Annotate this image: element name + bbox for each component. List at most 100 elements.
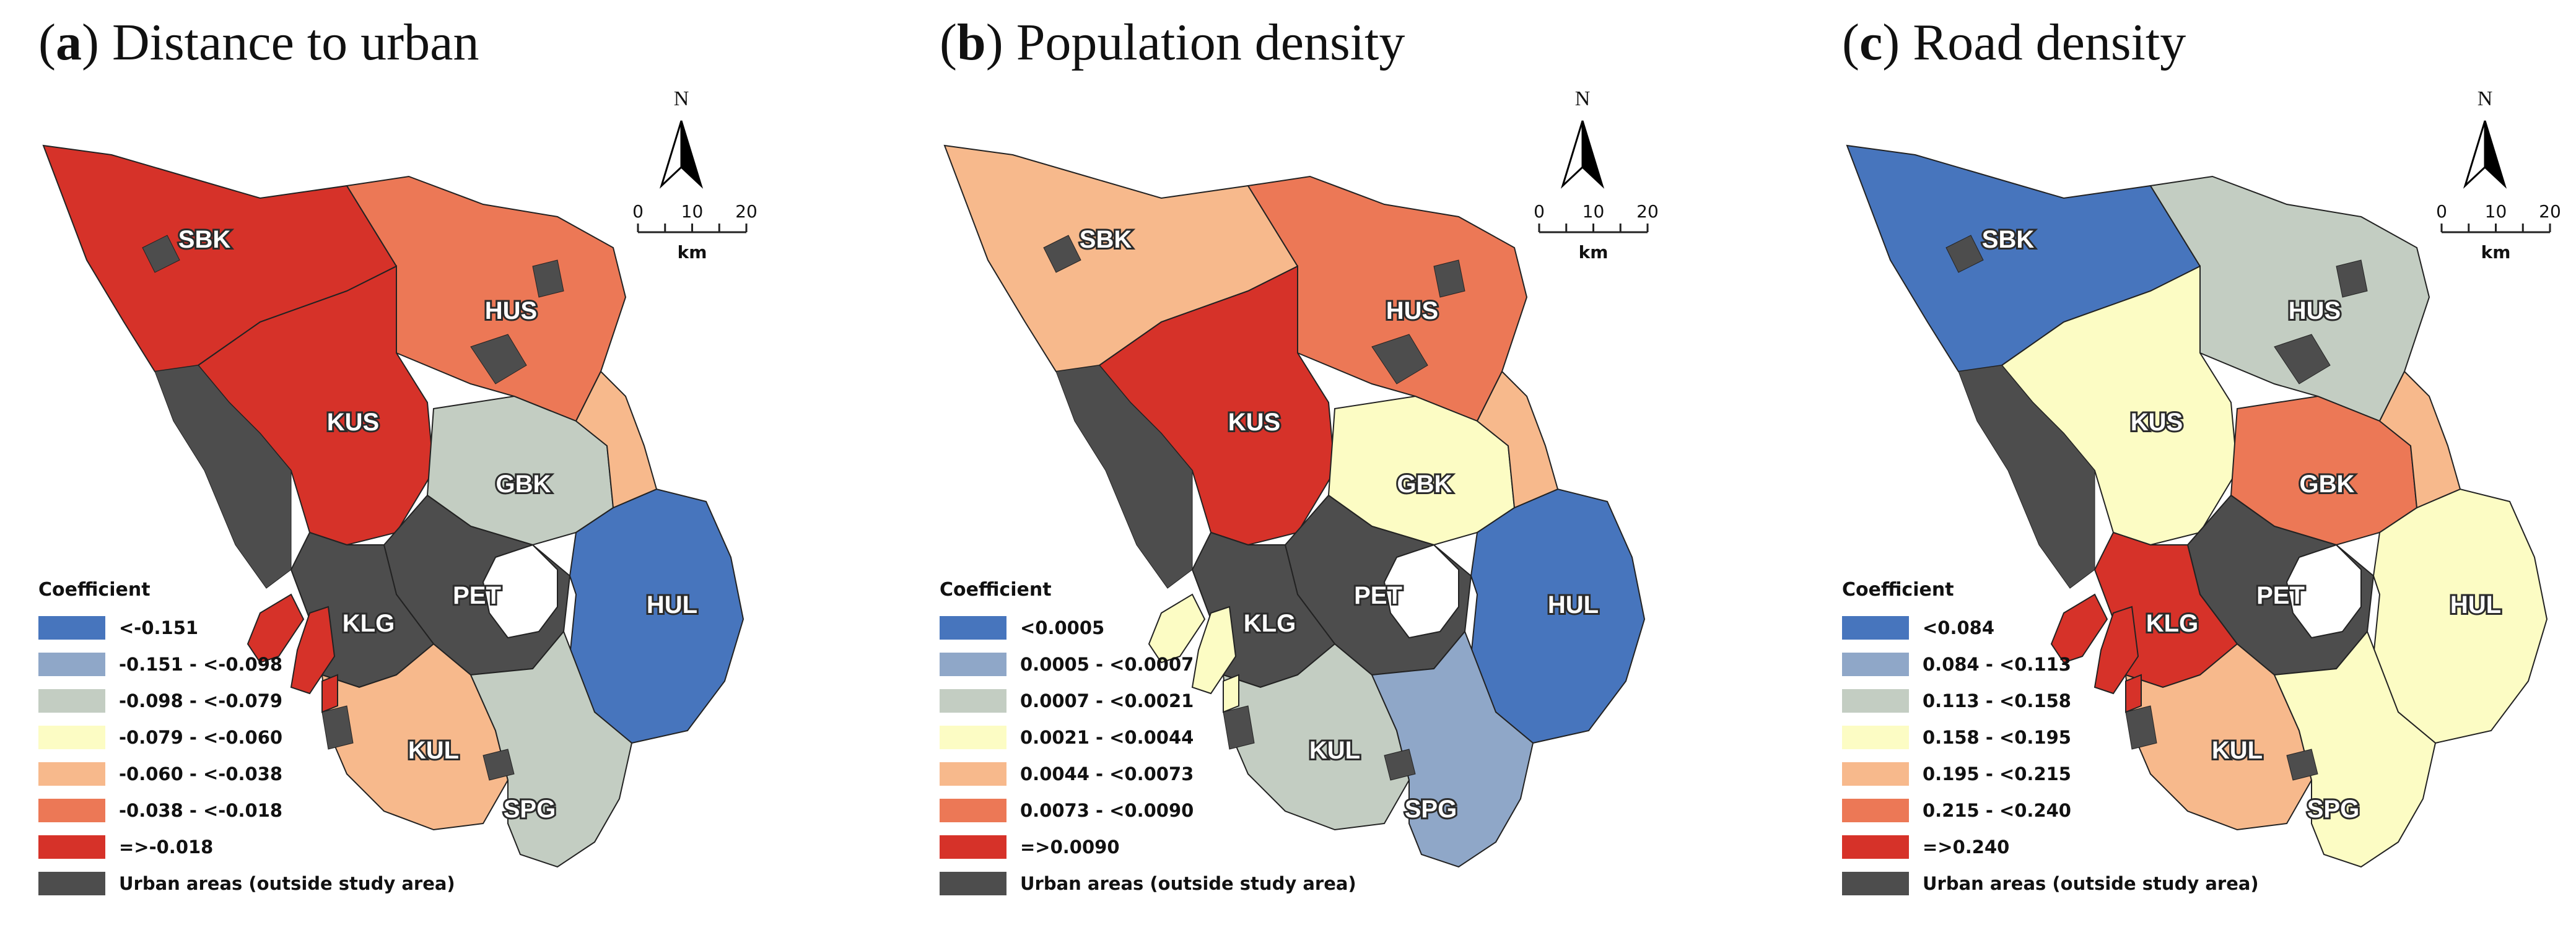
legend-swatch — [940, 798, 1006, 822]
legend-swatch — [1842, 615, 1909, 640]
district-label-klg: KLG — [343, 610, 395, 637]
legend-label: Urban areas (outside study area) — [119, 872, 455, 894]
scale-tick-label: 0 — [2436, 201, 2447, 222]
legend-swatch — [940, 835, 1006, 859]
legend-item: -0.060 - <-0.038 — [38, 755, 472, 792]
panel-title-text: Distance to urban — [111, 14, 479, 71]
urban-area — [1958, 365, 2095, 589]
urban-area — [2336, 259, 2368, 298]
panel-title: (a) Distance to urban — [38, 14, 479, 71]
legend-label: -0.038 - <-0.018 — [119, 799, 283, 821]
legend-swatch — [1842, 762, 1909, 786]
legend-swatch — [38, 871, 105, 895]
district-label-hul: HUL — [1548, 591, 1599, 619]
legend-label: -0.060 - <-0.038 — [119, 763, 283, 784]
district-label-hus: HUS — [1386, 297, 1438, 324]
legend-swatch — [1842, 689, 1909, 713]
legend-item: -0.151 - <-0.098 — [38, 646, 472, 682]
legend-label: =>0.240 — [1923, 836, 2010, 858]
panel-title-text: Population density — [1016, 14, 1405, 71]
legend-item: -0.098 - <-0.079 — [38, 682, 472, 719]
legend-label: =>-0.018 — [119, 836, 214, 858]
legend-label: 0.0021 - <0.0044 — [1020, 726, 1194, 748]
district-label-hul: HUL — [2450, 591, 2501, 619]
district-hul — [569, 488, 744, 744]
panel-title-text: Road density — [1913, 14, 2186, 71]
legend-item: <0.084 — [1842, 609, 2276, 646]
choropleth-map: SBK HUS KUS GBK PET KLG HUL KUL SPG N 0 10 20 km — [943, 87, 1659, 868]
legend-label: 0.113 - <0.158 — [1923, 690, 2071, 711]
north-arrow-icon — [2463, 120, 2507, 189]
north-arrow-icon — [1560, 120, 1605, 189]
urban-area — [2274, 334, 2331, 385]
panel-title: (b) Population density — [940, 14, 1405, 71]
legend-item: 0.195 - <0.215 — [1842, 755, 2276, 792]
panel-title: (c) Road density — [1842, 14, 2186, 71]
scale-tick-label: 10 — [681, 201, 704, 222]
panel-letter: b — [956, 14, 986, 71]
island — [321, 674, 338, 713]
legend-swatch — [38, 835, 105, 859]
island — [2050, 593, 2108, 664]
district-label-hul: HUL — [647, 591, 697, 619]
district-east — [2378, 370, 2461, 509]
district-label-sbk: SBK — [178, 226, 231, 253]
legend-item: 0.0044 - <0.0073 — [940, 755, 1373, 792]
north-label: N — [2478, 87, 2493, 110]
legend-swatch — [1842, 725, 1909, 749]
urban-area — [1384, 749, 1416, 781]
district-spg — [469, 630, 633, 868]
legend-item: =>0.0090 — [940, 828, 1373, 865]
lake — [2286, 544, 2362, 639]
legend-swatch — [38, 762, 105, 786]
legend-item: 0.158 - <0.195 — [1842, 719, 2276, 755]
scale-tick-label: 0 — [1534, 201, 1545, 222]
scale-tick-label: 20 — [2539, 201, 2561, 222]
legend-label: 0.0073 - <0.0090 — [1020, 799, 1194, 821]
district-label-pet: PET — [453, 582, 501, 609]
lake — [1383, 544, 1459, 639]
legend-item: 0.0005 - <0.0007 — [940, 646, 1373, 682]
legend-swatch — [1842, 835, 1909, 859]
district-label-spg: SPG — [2307, 796, 2359, 823]
legend-label: 0.195 - <0.215 — [1923, 763, 2071, 784]
legend-swatch — [38, 615, 105, 640]
north-label: N — [1575, 87, 1591, 110]
north-arrow-icon — [659, 120, 704, 189]
legend-item: =>-0.018 — [38, 828, 472, 865]
map-panel-b: (b) Population density SBK HUS KUS GBK PET KLG… — [901, 0, 1760, 930]
legend-swatch — [940, 762, 1006, 786]
legend-label: 0.215 - <0.240 — [1923, 799, 2071, 821]
legend-item: -0.079 - <-0.060 — [38, 719, 472, 755]
scale-bar: 0 10 20 km — [1534, 201, 1659, 263]
legend-item: 0.215 - <0.240 — [1842, 792, 2276, 828]
scale-unit-label: km — [2481, 242, 2511, 263]
legend-item: 0.0021 - <0.0044 — [940, 719, 1373, 755]
urban-area — [532, 259, 564, 298]
choropleth-map: SBK HUS KUS GBK PET KLG HUL KUL SPG N 0 10 20 km — [1846, 87, 2561, 868]
district-label-spg: SPG — [1405, 796, 1457, 823]
legend-swatch — [38, 798, 105, 822]
district-label-pet: PET — [2256, 582, 2305, 609]
legend-label: 0.084 - <0.113 — [1923, 653, 2071, 675]
district-label-kus: KUS — [2131, 409, 2183, 436]
urban-area — [2125, 705, 2157, 750]
legend-label: 0.0007 - <0.0021 — [1020, 690, 1194, 711]
legend-label: 0.158 - <0.195 — [1923, 726, 2071, 748]
legend-label: 0.0005 - <0.0007 — [1020, 653, 1194, 675]
district-label-spg: SPG — [504, 796, 556, 823]
district-east — [575, 370, 658, 509]
island — [1223, 674, 1239, 713]
legend-item: <0.0005 — [940, 609, 1373, 646]
island — [1191, 606, 1237, 695]
island — [1148, 593, 1206, 664]
district-label-kus: KUS — [327, 409, 379, 436]
legend-label: 0.0044 - <0.0073 — [1020, 763, 1194, 784]
legend-swatch — [1842, 798, 1909, 822]
district-spg — [1371, 630, 1534, 868]
island — [2094, 606, 2139, 695]
legend-item: Urban areas (outside study area) — [940, 865, 1373, 902]
legend-swatch — [1842, 871, 1909, 895]
legend-label: -0.151 - <-0.098 — [119, 653, 283, 675]
district-label-hus: HUS — [2289, 297, 2341, 324]
